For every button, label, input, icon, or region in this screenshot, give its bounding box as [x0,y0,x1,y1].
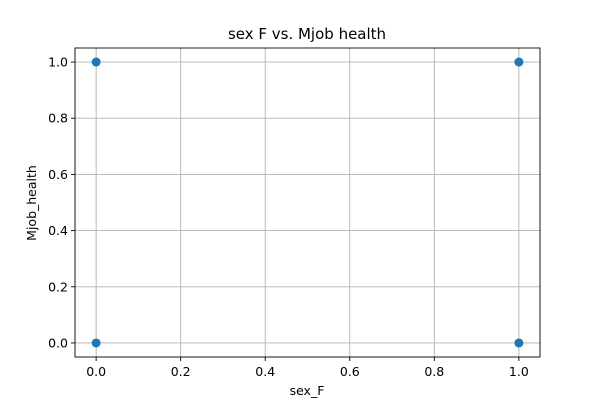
chart-title: sex F vs. Mjob health [228,25,386,43]
y-tick-label: 0.2 [48,279,68,294]
scatter-point [514,57,524,67]
plot-frame [74,47,541,358]
x-tick-label: 0.2 [171,364,191,379]
y-tick-label: 0.0 [48,335,68,350]
x-axis-label: sex_F [290,383,325,398]
x-tick-label: 1.0 [509,364,529,379]
data-points [91,57,524,348]
grid [75,48,540,357]
y-tick-label: 0.4 [48,223,68,238]
scatter-point [91,338,101,348]
scatter-point [514,338,524,348]
y-tick-label: 1.0 [48,55,68,70]
x-tick-label: 0.0 [86,364,106,379]
y-tick-label: 0.6 [48,167,68,182]
x-tick-label: 0.8 [424,364,444,379]
x-tick-label: 0.4 [255,364,275,379]
x-tick-label: 0.6 [340,364,360,379]
y-tick-label: 0.8 [48,111,68,126]
scatter-point [91,57,101,67]
axis-ticks: 0.0 0.2 0.4 0.6 0.8 1.0 0.0 0.2 0.4 0.6 0.8 1.0 [48,55,529,379]
y-axis-label: Mjob_health [24,165,39,241]
